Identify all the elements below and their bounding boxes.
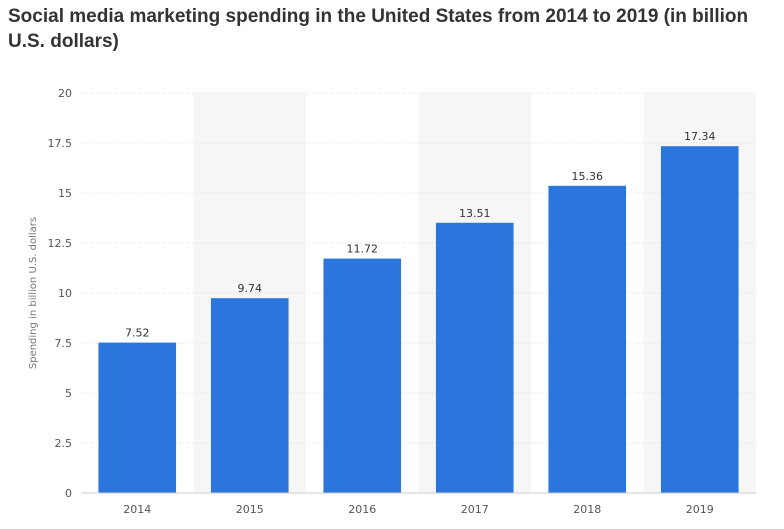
y-tick-label: 0	[65, 487, 72, 500]
chart-title: Social media marketing spending in the U…	[8, 6, 749, 52]
y-tick-label: 5	[65, 387, 72, 400]
bars	[98, 146, 739, 494]
value-label: 9.74	[238, 282, 263, 295]
value-label: 11.72	[347, 243, 379, 256]
y-tick-label: 10	[58, 287, 72, 300]
y-tick-label: 20	[58, 87, 72, 100]
bar-2016[interactable]	[323, 258, 402, 493]
x-tick-label: 2016	[348, 503, 376, 516]
value-label: 15.36	[572, 170, 604, 183]
y-tick-label: 12.5	[48, 237, 73, 250]
y-axis-ticks: 0 2.5 5 7.5 10 12.5 15 17.5 20	[48, 87, 73, 500]
x-tick-label: 2017	[461, 503, 489, 516]
x-tick-label: 2014	[123, 503, 151, 516]
y-tick-label: 7.5	[55, 337, 73, 350]
bar-2014[interactable]	[98, 342, 177, 493]
bar-2018[interactable]	[548, 185, 627, 494]
y-tick-label: 15	[58, 187, 72, 200]
y-axis-label: Spending in billion U.S. dollars	[28, 217, 39, 369]
x-tick-label: 2019	[686, 503, 714, 516]
bar-2015[interactable]	[210, 298, 289, 493]
value-label: 7.52	[125, 327, 150, 340]
bar-2017[interactable]	[435, 222, 514, 494]
value-labels: 7.52 9.74 11.72 13.51 15.36 17.34	[125, 130, 716, 339]
x-axis-ticks: 2014 2015 2016 2017 2018 2019	[123, 503, 714, 516]
value-label: 17.34	[684, 130, 716, 143]
x-tick-label: 2015	[236, 503, 264, 516]
y-tick-label: 2.5	[55, 437, 73, 450]
value-label: 13.51	[459, 207, 491, 220]
bar-2019[interactable]	[660, 146, 739, 493]
x-tick-label: 2018	[573, 503, 601, 516]
y-tick-label: 17.5	[48, 137, 73, 150]
